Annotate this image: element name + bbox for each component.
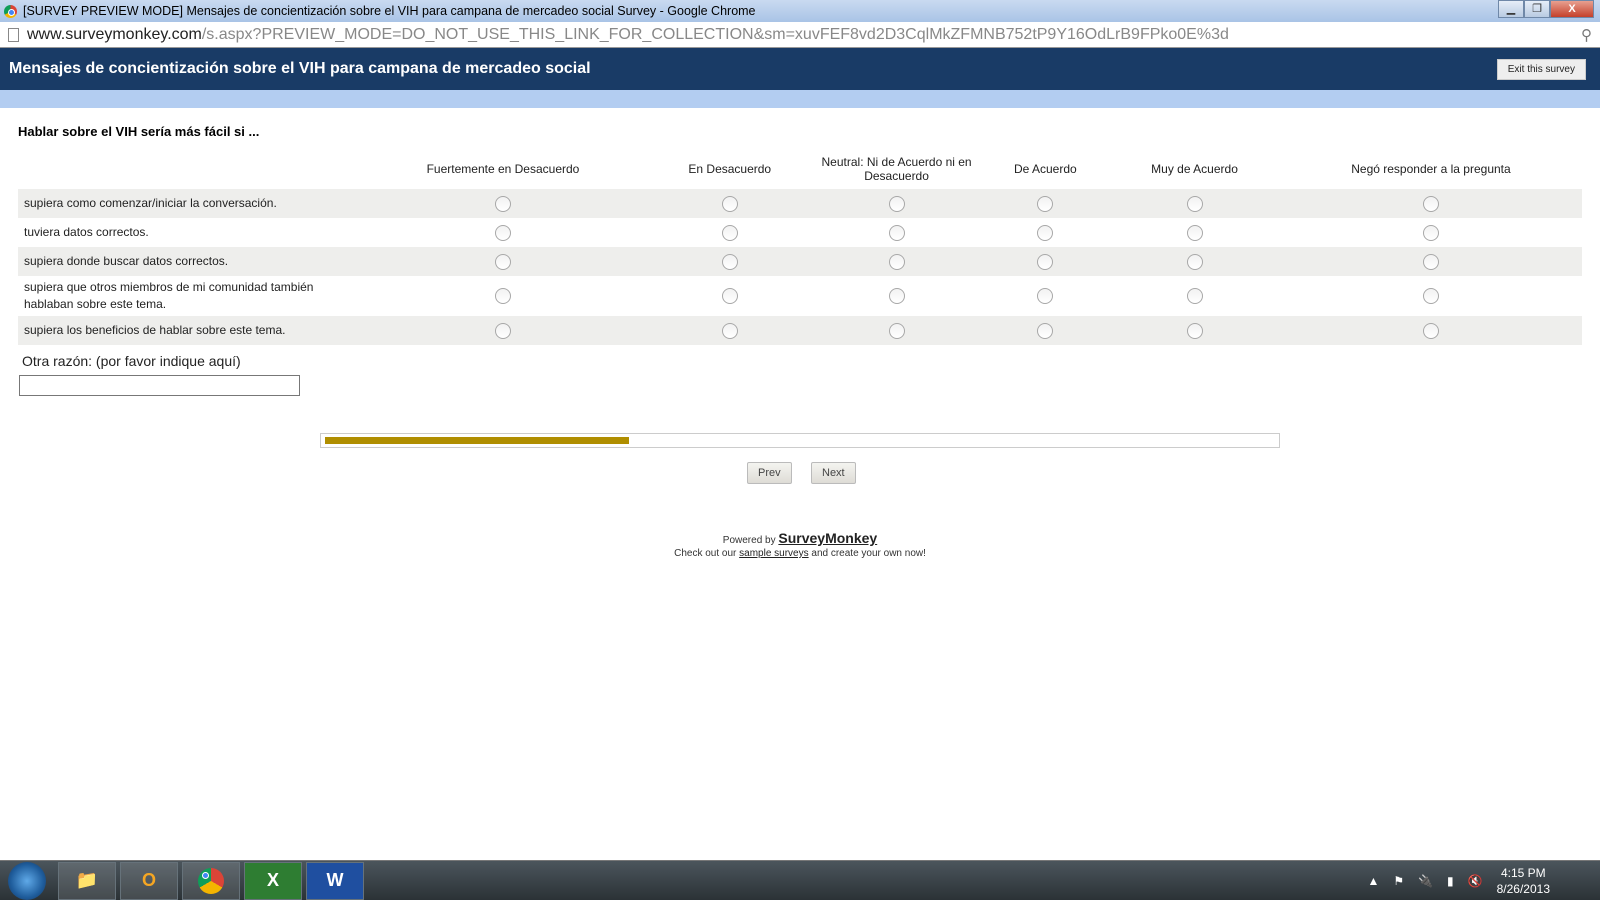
radio-button[interactable]: [721, 195, 738, 212]
outlook-taskbar-icon[interactable]: O: [120, 861, 178, 900]
table-row: supiera donde buscar datos correctos.: [18, 247, 1582, 276]
volume-muted-icon[interactable]: 🔇: [1467, 874, 1483, 888]
survey-header: Mensajes de concientización sobre el VIH…: [0, 48, 1600, 90]
table-row: supiera los beneficios de hablar sobre e…: [18, 316, 1582, 345]
show-hidden-icons-icon[interactable]: ▲: [1367, 874, 1380, 888]
row-label: supiera como comenzar/iniciar la convers…: [18, 189, 358, 218]
column-header: Muy de Acuerdo: [1151, 162, 1238, 176]
column-header: En Desacuerdo: [688, 162, 772, 176]
radio-button[interactable]: [1186, 288, 1203, 304]
footer-text: and create your own now!: [808, 548, 926, 559]
radio-button[interactable]: [1037, 224, 1054, 241]
column-header: Negó responder a la pregunta: [1351, 162, 1511, 176]
clock[interactable]: 4:15 PM 8/26/2013: [1497, 865, 1550, 897]
progress-bar: [320, 433, 1280, 448]
flag-icon[interactable]: ⚑: [1393, 874, 1405, 888]
row-label: supiera que otros miembros de mi comunid…: [24, 280, 314, 311]
radio-button[interactable]: [888, 322, 905, 339]
footer-text: Check out our: [674, 548, 740, 559]
radio-button[interactable]: [1186, 253, 1203, 270]
table-row: supiera que otros miembros de mi comunid…: [18, 276, 1582, 316]
matrix-question: Fuertemente en Desacuerdo En Desacuerdo …: [18, 149, 1582, 345]
radio-button[interactable]: [1422, 224, 1439, 241]
radio-button[interactable]: [1422, 195, 1439, 212]
column-header: Neutral: Ni de Acuerdo ni en Desacuerdo: [821, 155, 972, 183]
other-reason-input[interactable]: [19, 375, 300, 396]
column-header: De Acuerdo: [1013, 162, 1077, 176]
chrome-icon: [4, 4, 17, 18]
maximize-button[interactable]: ❐: [1524, 0, 1550, 18]
close-button[interactable]: X: [1550, 0, 1594, 18]
radio-button[interactable]: [888, 288, 905, 304]
radio-button[interactable]: [1037, 288, 1054, 304]
row-label: supiera los beneficios de hablar sobre e…: [18, 316, 358, 345]
minimize-button[interactable]: ▁: [1498, 0, 1524, 18]
radio-button[interactable]: [494, 322, 511, 339]
window-titlebar: [SURVEY PREVIEW MODE] Mensajes de concie…: [0, 0, 1600, 22]
power-icon[interactable]: 🔌: [1418, 874, 1434, 888]
radio-button[interactable]: [721, 253, 738, 270]
question-title: Hablar sobre el VIH sería más fácil si .…: [18, 124, 260, 139]
radio-button[interactable]: [1186, 224, 1203, 241]
explorer-taskbar-icon[interactable]: 📁: [58, 861, 116, 900]
date: 8/26/2013: [1496, 882, 1550, 896]
radio-button[interactable]: [494, 224, 511, 241]
page-icon: [8, 27, 19, 42]
radio-button[interactable]: [1422, 288, 1439, 304]
radio-button[interactable]: [1422, 322, 1439, 339]
search-icon[interactable]: ⚲: [1581, 27, 1592, 44]
powered-by: Powered by: [722, 535, 779, 546]
radio-button[interactable]: [721, 322, 738, 339]
radio-button[interactable]: [1037, 322, 1054, 339]
window-title: [SURVEY PREVIEW MODE] Mensajes de concie…: [23, 4, 756, 18]
table-row: supiera como comenzar/iniciar la convers…: [18, 189, 1582, 218]
address-bar[interactable]: www.surveymonkey.com/s.aspx?PREVIEW_MODE…: [0, 22, 1600, 48]
header-band: [0, 90, 1600, 108]
radio-button[interactable]: [888, 195, 905, 212]
time: 4:15 PM: [1500, 866, 1546, 880]
url-path: /s.aspx?PREVIEW_MODE=DO_NOT_USE_THIS_LIN…: [201, 25, 1229, 43]
radio-button[interactable]: [1422, 253, 1439, 270]
word-taskbar-icon[interactable]: W: [306, 861, 364, 900]
footer: Powered by SurveyMonkey Check out our sa…: [0, 530, 1600, 559]
radio-button[interactable]: [494, 288, 511, 304]
url-host: www.surveymonkey.com: [27, 25, 202, 43]
system-tray: ▲ ⚑ 🔌 ▮ 🔇 4:15 PM 8/26/2013: [1367, 865, 1550, 897]
radio-button[interactable]: [1037, 253, 1054, 270]
radio-button[interactable]: [494, 195, 511, 212]
exit-survey-button[interactable]: Exit this survey: [1496, 58, 1586, 80]
next-button[interactable]: Next: [811, 462, 856, 484]
table-row: tuviera datos correctos.: [18, 218, 1582, 247]
radio-button[interactable]: [888, 253, 905, 270]
row-label: supiera donde buscar datos correctos.: [18, 247, 358, 276]
radio-button[interactable]: [1186, 322, 1203, 339]
row-label: tuviera datos correctos.: [24, 225, 149, 239]
column-header: Fuertemente en Desacuerdo: [426, 162, 580, 176]
progress-fill: [325, 437, 629, 444]
prev-button[interactable]: Prev: [747, 462, 792, 484]
taskbar: 📁 O X W ▲ ⚑ 🔌 ▮ 🔇 4:15 PM 8/26/2013: [0, 860, 1600, 900]
sample-surveys-link[interactable]: sample surveys: [739, 548, 809, 559]
network-icon[interactable]: ▮: [1447, 874, 1454, 888]
excel-taskbar-icon[interactable]: X: [244, 861, 302, 900]
radio-button[interactable]: [888, 224, 905, 241]
radio-button[interactable]: [721, 288, 738, 304]
survey-title: Mensajes de concientización sobre el VIH…: [9, 60, 591, 77]
chrome-taskbar-icon[interactable]: [182, 861, 240, 900]
other-label: Otra razón: (por favor indique aquí): [22, 353, 241, 369]
radio-button[interactable]: [1037, 195, 1054, 212]
surveymonkey-link[interactable]: SurveyMonkey: [778, 530, 878, 546]
radio-button[interactable]: [1186, 195, 1203, 212]
start-button[interactable]: [8, 861, 46, 900]
radio-button[interactable]: [721, 224, 738, 241]
radio-button[interactable]: [494, 253, 511, 270]
